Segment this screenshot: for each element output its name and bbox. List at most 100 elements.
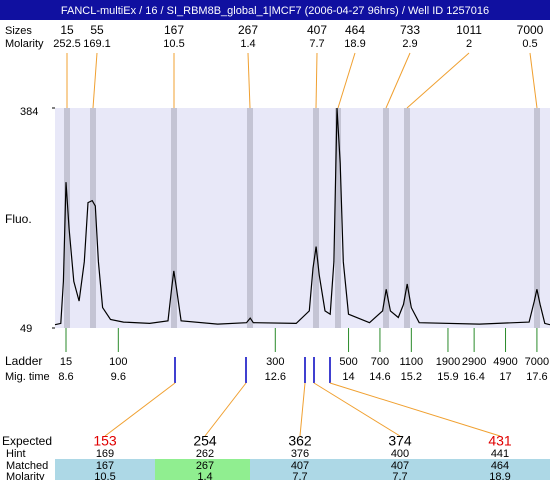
ladder-size: 100	[109, 356, 127, 368]
peak-size: 7000	[517, 23, 544, 37]
ladder-time: 14	[342, 371, 354, 383]
ladder-label: Ladder	[5, 354, 42, 368]
ladder-time: 14.6	[369, 371, 390, 383]
peak-leader	[529, 52, 538, 109]
column-bg	[55, 459, 155, 480]
ladder-size: 1900	[436, 356, 460, 368]
peak-leader	[92, 52, 98, 109]
peak-molarity: 7.7	[309, 38, 324, 50]
row-label: Matched	[6, 460, 48, 472]
mig-time-label: Mig. time	[5, 371, 50, 383]
ladder-time: 9.6	[111, 371, 126, 383]
column-bg	[155, 459, 255, 480]
peak-size: 464	[345, 23, 365, 37]
hint-value: 400	[391, 448, 409, 460]
peak-molarity: 1.4	[240, 38, 255, 50]
peak-leader	[247, 52, 251, 109]
y-tick-label: 49	[20, 323, 32, 335]
hint-value: 262	[196, 448, 214, 460]
peak-leader	[385, 52, 411, 109]
peak-band	[64, 108, 70, 328]
ladder-time: 15.9	[437, 371, 458, 383]
matched-value: 464	[491, 460, 509, 472]
y-axis-label: Fluo.	[5, 212, 32, 226]
trace	[54, 107, 550, 326]
column-bg	[250, 459, 350, 480]
ladder-time: 17.6	[526, 371, 547, 383]
matched-value: 167	[96, 460, 114, 472]
peak-molarity: 0.5	[522, 38, 537, 50]
hint-value: 169	[96, 448, 114, 460]
column-bg	[450, 459, 550, 480]
ladder-size: 500	[339, 356, 357, 368]
ladder-size: 1100	[400, 356, 424, 368]
expected-value: 431	[488, 433, 512, 449]
molarity-value: 7.7	[292, 471, 307, 480]
peak-molarity: 252.5	[53, 38, 81, 50]
expected-value: 153	[93, 433, 117, 449]
ladder-time: 16.4	[463, 371, 484, 383]
peak-molarity: 18.9	[344, 38, 365, 50]
peak-size: 15	[60, 23, 74, 37]
plot-area	[55, 108, 550, 328]
peak-molarity: 2	[466, 38, 472, 50]
peak-band	[247, 108, 253, 328]
peak-band	[90, 108, 96, 328]
expected-value: 362	[288, 433, 312, 449]
ladder-size: 700	[371, 356, 389, 368]
peak-band	[171, 108, 177, 328]
peak-molarity: 2.9	[402, 38, 417, 50]
peak-leader	[406, 52, 470, 109]
molarity-value: 1.4	[197, 471, 212, 480]
ladder-size: 300	[266, 356, 284, 368]
ladder-time: 12.6	[265, 371, 286, 383]
peak-band	[313, 108, 319, 328]
peak-size: 55	[90, 23, 104, 37]
peak-size: 733	[400, 23, 420, 37]
expected-value: 254	[193, 433, 217, 449]
ladder-size: 2900	[462, 356, 486, 368]
peak-leader	[337, 52, 356, 109]
matched-value: 407	[291, 460, 309, 472]
y-tick-label: 384	[20, 106, 38, 118]
matched-value: 407	[391, 460, 409, 472]
expected-leader	[104, 382, 176, 437]
window-title: FANCL-multiEx / 16 / SI_RBM8B_global_1|M…	[61, 5, 489, 17]
peak-leader	[315, 52, 318, 109]
peak-size: 167	[164, 23, 184, 37]
row-label: Molarity	[6, 471, 45, 480]
row-label: Hint	[6, 448, 26, 460]
peak-molarity: 169.1	[83, 38, 111, 50]
molarity-value: 10.5	[94, 471, 115, 480]
sizes-label: Sizes	[5, 25, 32, 37]
peak-size: 407	[307, 23, 327, 37]
column-bg	[350, 459, 450, 480]
ladder-time: 15.2	[401, 371, 422, 383]
peak-size: 1011	[456, 23, 482, 37]
peak-band	[383, 108, 389, 328]
expected-leader	[313, 382, 401, 437]
molarity-label: Molarity	[5, 38, 44, 50]
expected-leader	[204, 382, 247, 437]
ladder-size: 7000	[525, 356, 549, 368]
row-label: Expected	[2, 434, 52, 448]
peak-band	[335, 108, 341, 328]
peak-band	[534, 108, 540, 328]
peak-size: 267	[238, 23, 258, 37]
ladder-size: 4900	[493, 356, 517, 368]
expected-leader	[329, 382, 501, 437]
ladder-time: 17	[499, 371, 511, 383]
peak-band	[404, 108, 410, 328]
matched-value: 267	[196, 460, 214, 472]
hint-value: 441	[491, 448, 509, 460]
peak-molarity: 10.5	[163, 38, 184, 50]
ladder-time: 8.6	[58, 371, 73, 383]
expected-leader	[299, 382, 306, 437]
molarity-value: 18.9	[489, 471, 510, 480]
hint-value: 376	[291, 448, 309, 460]
expected-value: 374	[388, 433, 412, 449]
molarity-value: 7.7	[392, 471, 407, 480]
title-bar	[0, 0, 550, 20]
ladder-size: 15	[60, 356, 72, 368]
